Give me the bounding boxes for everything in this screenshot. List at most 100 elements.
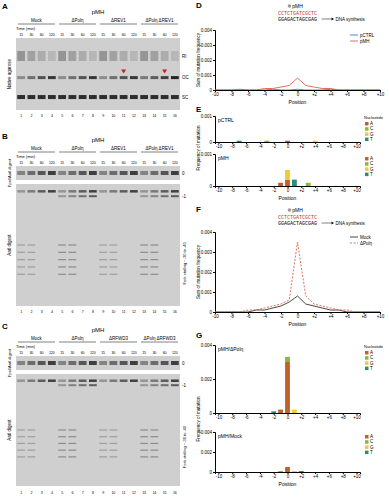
tick-label: -6 bbox=[246, 314, 250, 319]
gel-band bbox=[171, 95, 179, 99]
bar bbox=[223, 413, 228, 414]
gel-band bbox=[17, 171, 25, 175]
bar bbox=[216, 413, 221, 414]
gel-band bbox=[140, 76, 148, 79]
lane-number: 14 bbox=[152, 310, 156, 314]
gel-band bbox=[140, 51, 148, 61]
gel-band bbox=[150, 76, 158, 79]
tick-label: -10 bbox=[212, 314, 219, 319]
gel-band bbox=[99, 450, 107, 451]
gel-band bbox=[120, 51, 128, 61]
bar bbox=[320, 413, 325, 414]
gel-band bbox=[130, 171, 138, 175]
gel-band bbox=[109, 190, 117, 193]
tick: -4 bbox=[258, 472, 262, 479]
bar bbox=[327, 186, 332, 187]
time-value: 60 bbox=[163, 161, 167, 165]
lane-number: 10 bbox=[111, 491, 115, 495]
axis: -10-8-6-4-20+2+4+6+8+10 bbox=[212, 312, 385, 319]
bar bbox=[354, 413, 359, 414]
gel-band bbox=[58, 361, 66, 365]
axis: -10-8-6-4-20+2+4+6+8+10 bbox=[216, 413, 362, 420]
time-value: 15 bbox=[60, 161, 64, 165]
tick: 0 bbox=[209, 310, 215, 315]
gel-band bbox=[89, 76, 97, 79]
bar bbox=[271, 142, 276, 143]
tick: 0 bbox=[287, 142, 290, 149]
time-value: 60 bbox=[163, 351, 167, 355]
gel-band bbox=[99, 429, 107, 430]
bar bbox=[244, 472, 249, 473]
bar bbox=[285, 467, 290, 472]
gel-band bbox=[17, 95, 25, 99]
bar bbox=[354, 142, 359, 143]
axis: -10-8-6-4-20+2+4+6+8+10 bbox=[216, 186, 362, 193]
lane-number: 13 bbox=[142, 114, 146, 118]
legend-label: T bbox=[370, 172, 373, 177]
axis-title: Position bbox=[279, 481, 297, 487]
bar bbox=[251, 142, 256, 143]
bar bbox=[327, 413, 332, 414]
gel-band bbox=[17, 361, 25, 365]
bar bbox=[313, 472, 318, 473]
bar bbox=[257, 142, 262, 143]
gel-band bbox=[150, 361, 158, 365]
legend-swatch bbox=[365, 162, 369, 166]
bar bbox=[313, 472, 318, 473]
bar bbox=[264, 186, 269, 187]
lane-number: 13 bbox=[142, 491, 146, 495]
bar bbox=[340, 413, 345, 414]
bar bbox=[230, 413, 235, 414]
panel-letter: A bbox=[2, 2, 8, 11]
side-label: Native agarose bbox=[7, 58, 12, 89]
bar bbox=[216, 472, 221, 473]
gel-band bbox=[140, 266, 148, 267]
group-label: Mock bbox=[31, 146, 43, 151]
bar bbox=[285, 180, 290, 186]
axis: -10-8-6-4-20+2+4+6+8+10 bbox=[216, 142, 362, 149]
bar bbox=[327, 413, 332, 414]
bar bbox=[251, 186, 256, 187]
bar bbox=[251, 413, 256, 414]
bar bbox=[223, 186, 228, 187]
tick: 0 bbox=[209, 184, 215, 189]
bar bbox=[299, 186, 304, 187]
bar bbox=[313, 472, 318, 473]
lane-number: 5 bbox=[61, 114, 63, 118]
tick-label: -8 bbox=[231, 474, 235, 479]
plot-area bbox=[237, 141, 318, 142]
gel-band bbox=[140, 274, 148, 275]
time-value: 60 bbox=[122, 351, 126, 355]
time-value: 120 bbox=[49, 161, 55, 165]
tick-label: 0 bbox=[209, 184, 212, 189]
bar bbox=[278, 142, 283, 143]
tick-label: -8 bbox=[230, 92, 234, 97]
time-value: 120 bbox=[131, 33, 137, 37]
gel-band bbox=[140, 379, 148, 382]
tick: +4 bbox=[313, 142, 319, 149]
time-value: 120 bbox=[172, 351, 178, 355]
bar bbox=[320, 142, 325, 143]
axis-line bbox=[213, 155, 216, 187]
tick: +4 bbox=[328, 90, 334, 97]
bar bbox=[244, 186, 249, 187]
gel-band bbox=[68, 244, 76, 245]
lane-number: 15 bbox=[163, 491, 167, 495]
tick-mark bbox=[213, 252, 215, 253]
gel-band bbox=[58, 266, 66, 267]
tick: +10 bbox=[377, 312, 385, 319]
bar bbox=[244, 472, 249, 473]
tick: -8 bbox=[231, 472, 235, 479]
tick-mark bbox=[213, 312, 215, 313]
bar bbox=[306, 183, 311, 186]
gel-band bbox=[58, 443, 66, 444]
bar bbox=[237, 413, 242, 414]
tick: 0 bbox=[209, 140, 215, 145]
bar bbox=[278, 471, 283, 472]
tick-label: -6 bbox=[245, 415, 249, 420]
bar bbox=[292, 472, 297, 473]
bar bbox=[320, 186, 325, 187]
bar bbox=[347, 142, 352, 143]
bar bbox=[244, 413, 249, 414]
bar bbox=[327, 472, 332, 473]
